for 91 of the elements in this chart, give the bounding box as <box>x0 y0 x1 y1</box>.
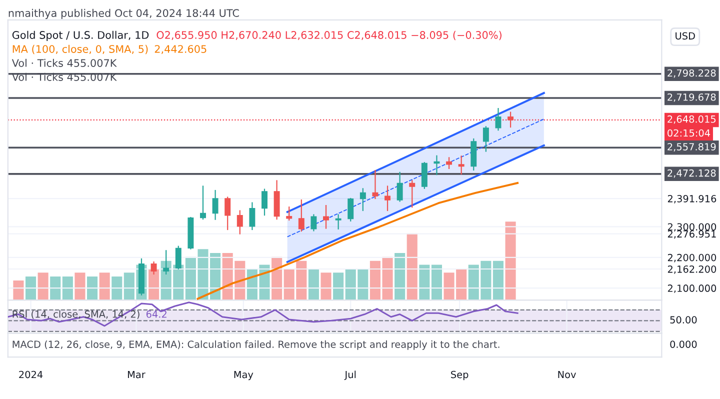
x-tick-label: May <box>234 370 254 380</box>
candlestick <box>495 108 502 131</box>
bar <box>431 264 442 300</box>
candlestick <box>286 206 292 221</box>
bar <box>333 272 344 300</box>
candlestick <box>434 155 440 176</box>
text: MA (100, close, 0, SMA, 5) <box>12 44 148 54</box>
text: 50.00 <box>670 316 697 324</box>
candlestick <box>212 190 218 220</box>
candlestick <box>482 126 489 152</box>
x-tick-label: Jul <box>344 370 356 380</box>
ref-line-label: 2,557.819 <box>668 143 716 152</box>
candlestick <box>323 205 329 229</box>
y-tick-label: 2,162.200 <box>668 265 716 274</box>
y-tick-label: 2,200.000 <box>668 254 716 262</box>
bar <box>74 272 86 300</box>
bar <box>99 272 110 300</box>
bar <box>259 264 270 300</box>
candlestick <box>175 246 182 270</box>
bar <box>456 268 467 300</box>
bar <box>419 264 430 300</box>
bar <box>320 272 332 300</box>
text: O2,655.950 H2,670.240 L2,632.015 C2,648.015 −8.095 (−0.30%) <box>156 30 502 40</box>
bar <box>124 272 134 300</box>
bar <box>284 268 294 300</box>
bar <box>308 268 319 300</box>
y-tick-label: 2,391.916 <box>668 195 716 204</box>
text: nmaithya published Oct 04, 2024 18:44 UTC <box>8 8 239 20</box>
x-tick-label: Nov <box>558 370 576 378</box>
candlestick <box>372 170 378 200</box>
annotation: 64.2 <box>146 310 166 318</box>
text: 0.000 <box>670 340 697 348</box>
candlestick <box>224 196 231 230</box>
bar <box>112 276 122 300</box>
candlestick <box>421 162 428 189</box>
text: MACD (12, 26, close, 9, EMA, EMA): Calculation failed. Remove the script and reapply it to the chart. <box>12 340 500 350</box>
y-tick-label: 2,300.000 <box>668 223 716 232</box>
bar <box>198 249 208 300</box>
candlestick <box>508 112 514 128</box>
x-tick-label: Sep <box>451 370 468 380</box>
bar <box>38 272 48 300</box>
line-series <box>196 182 519 300</box>
candlestick <box>150 261 157 275</box>
text: Gold Spot / U.S. Dollar, 1D <box>12 30 149 41</box>
candlestick <box>200 186 206 220</box>
bar <box>13 280 24 300</box>
candlestick <box>384 186 391 212</box>
candlestick <box>348 198 354 222</box>
annotation: Vol · Ticks 455.007K <box>12 72 117 81</box>
text: 02:15:04 <box>668 129 710 137</box>
candlestick <box>262 188 268 216</box>
candlestick <box>446 157 452 169</box>
ref-line-label: 2,798.228 <box>668 69 716 78</box>
ref-line-label: 2,719.678 <box>668 93 716 102</box>
candlestick <box>409 180 416 208</box>
y-tick-label: 2,100.000 <box>668 284 716 293</box>
candlestick <box>360 188 366 212</box>
bar <box>505 222 516 300</box>
y-tick-label: 2,276.951 <box>668 230 716 239</box>
bar <box>345 268 356 300</box>
bar <box>160 260 172 300</box>
text: USD <box>676 32 695 40</box>
bar <box>62 276 73 300</box>
bar <box>25 276 36 300</box>
bar <box>394 252 406 300</box>
candlestick <box>249 202 256 230</box>
ref-line-label: 2,472.128 <box>668 169 716 178</box>
bar <box>468 264 479 300</box>
candlestick <box>335 214 342 230</box>
bar <box>358 268 368 300</box>
bar <box>480 260 492 300</box>
bar <box>87 276 98 300</box>
candlestick <box>458 156 464 175</box>
bar <box>444 272 454 300</box>
bar <box>296 260 307 300</box>
candlestick <box>396 172 403 202</box>
candlestick <box>163 250 170 275</box>
candlestick <box>236 210 243 234</box>
annotation: 2,442.605 <box>154 45 206 54</box>
ref-line-label: 2,648.015 <box>668 115 716 124</box>
bar <box>50 276 61 300</box>
bar <box>185 256 196 300</box>
bar <box>382 256 393 300</box>
candlestick <box>298 199 304 232</box>
x-tick-label: Mar <box>128 370 146 378</box>
candlestick <box>310 214 317 232</box>
x-tick-label: 2024 <box>19 370 43 378</box>
bar <box>492 260 504 300</box>
bar <box>406 233 418 300</box>
bar <box>370 260 380 300</box>
annotation: Vol · Ticks 455.007K <box>12 58 117 67</box>
